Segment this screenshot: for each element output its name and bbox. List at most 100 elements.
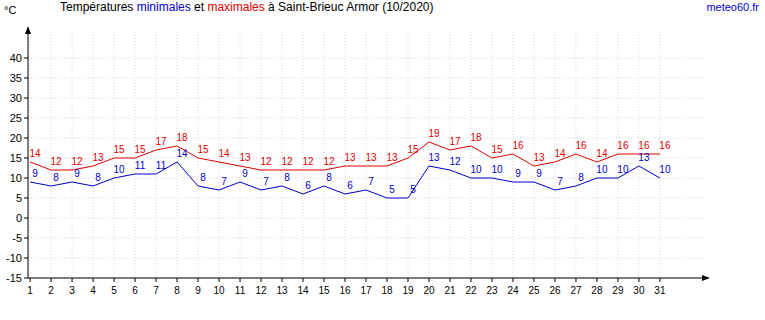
- tick-mark: [24, 138, 28, 139]
- tick-mark: [24, 98, 28, 99]
- y-tick-label: 15: [10, 152, 22, 164]
- data-label: 11: [135, 160, 146, 171]
- data-label: 9: [74, 168, 80, 179]
- title-part: Températures: [60, 0, 137, 14]
- tick-mark: [407, 278, 408, 282]
- grid-line: [156, 32, 157, 278]
- data-label: 8: [284, 172, 290, 183]
- series-line: [30, 162, 660, 198]
- tick-mark: [24, 218, 28, 219]
- grid-line: [470, 32, 471, 278]
- tick-mark: [303, 278, 304, 282]
- data-label: 10: [114, 164, 126, 175]
- x-tick-label: 3: [69, 285, 75, 296]
- data-label: 15: [491, 144, 503, 155]
- tick-mark: [449, 278, 450, 282]
- data-label: 8: [326, 172, 332, 183]
- x-tick-label: 11: [235, 285, 246, 296]
- data-label: 14: [176, 148, 188, 159]
- x-tick-label: 15: [318, 285, 330, 296]
- grid-line: [449, 32, 450, 278]
- tick-mark: [24, 58, 28, 59]
- x-tick-label: 5: [111, 285, 117, 296]
- tick-mark: [51, 278, 52, 282]
- tick-mark: [72, 278, 73, 282]
- y-tick-label: 20: [10, 132, 22, 144]
- chart-svg: -15-10-505101520253035401234567891011121…: [0, 0, 765, 320]
- data-label: 12: [281, 156, 293, 167]
- tick-mark: [366, 278, 367, 282]
- tick-mark: [24, 178, 28, 179]
- data-label: 10: [491, 164, 503, 175]
- x-tick-label: 7: [153, 285, 159, 296]
- x-tick-label: 18: [381, 285, 393, 296]
- data-label: 8: [200, 172, 206, 183]
- data-label: 12: [302, 156, 314, 167]
- tick-mark: [135, 278, 136, 282]
- tick-mark: [386, 278, 387, 282]
- tick-mark: [93, 278, 94, 282]
- y-tick-label: -15: [6, 272, 22, 284]
- x-tick-label: 4: [90, 285, 96, 296]
- data-label: 13: [428, 152, 440, 163]
- grid-line: [198, 32, 199, 278]
- tick-mark: [617, 278, 618, 282]
- x-tick-label: 25: [528, 285, 540, 296]
- x-tick-label: 26: [549, 285, 561, 296]
- grid-line: [28, 238, 704, 239]
- grid-line: [575, 32, 576, 278]
- x-tick-label: 21: [444, 285, 456, 296]
- tick-mark: [240, 278, 241, 282]
- data-label: 16: [617, 140, 629, 151]
- tick-mark: [533, 278, 534, 282]
- data-label: 8: [578, 172, 584, 183]
- x-tick-label: 22: [465, 285, 477, 296]
- x-tick-label: 8: [174, 285, 180, 296]
- data-label: 16: [659, 140, 671, 151]
- title-part: et: [191, 0, 208, 14]
- title-part: à Saint-Brieuc Armor (10/2020): [265, 0, 434, 14]
- title: Températures minimales et maximales à Sa…: [60, 0, 434, 14]
- grid-line: [407, 32, 408, 278]
- data-label: 13: [239, 152, 251, 163]
- tick-mark: [24, 158, 28, 159]
- data-label: 10: [659, 164, 671, 175]
- data-label: 6: [305, 180, 311, 191]
- x-tick-label: 16: [339, 285, 351, 296]
- x-tick-label: 23: [486, 285, 498, 296]
- grid: [28, 32, 704, 278]
- tick-mark: [428, 278, 429, 282]
- data-label: 8: [95, 172, 101, 183]
- data-label: 18: [176, 132, 188, 143]
- x-tick-label: 6: [132, 285, 138, 296]
- grid-line: [51, 32, 52, 278]
- grid-line: [28, 278, 704, 279]
- grid-line: [659, 32, 660, 278]
- grid-line: [303, 32, 304, 278]
- title-series-name: maximales: [207, 0, 264, 14]
- y-tick-label: 30: [10, 92, 22, 104]
- tick-mark: [198, 278, 199, 282]
- tick-mark: [659, 278, 660, 282]
- data-label: 12: [51, 156, 63, 167]
- y-tick-label: 25: [10, 112, 22, 124]
- grid-line: [135, 32, 136, 278]
- tick-mark: [638, 278, 639, 282]
- tick-mark: [219, 278, 220, 282]
- data-label: 11: [156, 160, 167, 171]
- x-tick-label: 31: [654, 285, 666, 296]
- data-label: 5: [389, 184, 395, 195]
- data-label: 7: [368, 176, 374, 187]
- y-axis-arrow: [25, 26, 31, 34]
- x-tick-label: 10: [213, 285, 225, 296]
- x-tick-label: 20: [423, 285, 435, 296]
- tick-mark: [512, 278, 513, 282]
- tick-mark: [156, 278, 157, 282]
- grid-line: [491, 32, 492, 278]
- data-label: 13: [386, 152, 398, 163]
- data-label: 9: [242, 168, 248, 179]
- y-tick-label: -10: [6, 252, 22, 264]
- x-tick-label: 28: [591, 285, 603, 296]
- data-label: 14: [596, 148, 608, 159]
- data-label: 14: [554, 148, 566, 159]
